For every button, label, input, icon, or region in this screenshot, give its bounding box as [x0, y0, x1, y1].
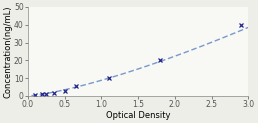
Y-axis label: Concentration(ng/mL): Concentration(ng/mL) [3, 5, 12, 98]
X-axis label: Optical Density: Optical Density [106, 111, 170, 120]
